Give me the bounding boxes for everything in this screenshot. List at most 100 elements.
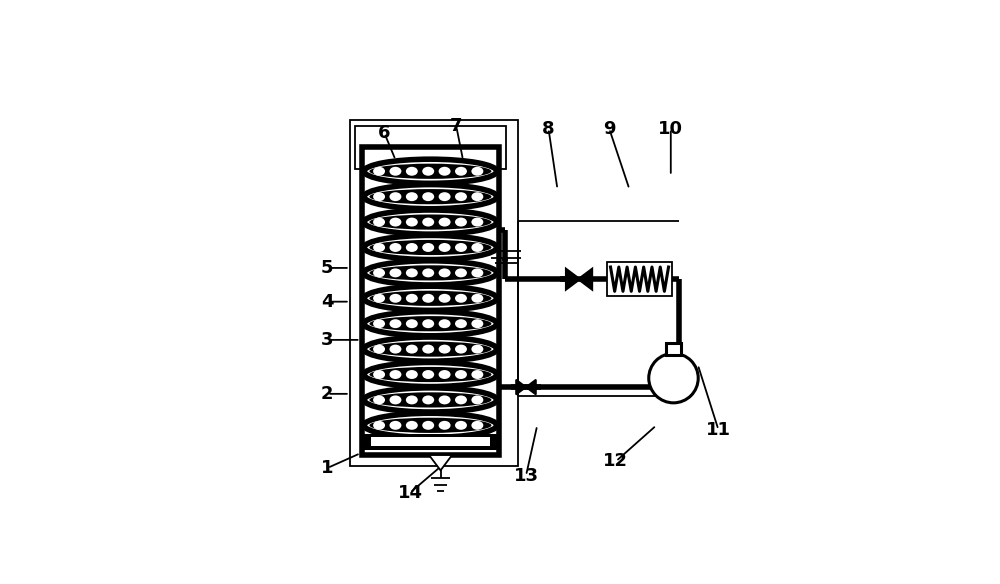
Ellipse shape: [369, 214, 491, 230]
Ellipse shape: [471, 345, 483, 353]
Text: 3: 3: [321, 331, 333, 349]
Ellipse shape: [455, 167, 467, 176]
Text: 12: 12: [603, 452, 628, 470]
Ellipse shape: [389, 319, 401, 328]
Ellipse shape: [439, 269, 451, 277]
Ellipse shape: [364, 312, 497, 336]
Ellipse shape: [389, 345, 401, 353]
Ellipse shape: [389, 243, 401, 252]
Text: 14: 14: [397, 484, 422, 502]
Text: 10: 10: [658, 120, 683, 138]
Text: 5: 5: [321, 259, 333, 277]
Ellipse shape: [422, 319, 434, 328]
Ellipse shape: [422, 294, 434, 303]
Ellipse shape: [455, 370, 467, 379]
Ellipse shape: [364, 286, 497, 310]
Ellipse shape: [422, 345, 434, 353]
Ellipse shape: [389, 269, 401, 277]
Ellipse shape: [364, 261, 497, 285]
Ellipse shape: [406, 345, 418, 353]
Ellipse shape: [406, 192, 418, 201]
Polygon shape: [526, 380, 536, 395]
Ellipse shape: [364, 235, 497, 259]
Ellipse shape: [406, 395, 418, 404]
Ellipse shape: [373, 167, 385, 176]
Ellipse shape: [471, 218, 483, 227]
Ellipse shape: [471, 421, 483, 430]
Ellipse shape: [406, 294, 418, 303]
Ellipse shape: [364, 159, 497, 183]
Ellipse shape: [369, 392, 491, 408]
Ellipse shape: [471, 294, 483, 303]
Ellipse shape: [439, 294, 451, 303]
Ellipse shape: [406, 218, 418, 227]
Ellipse shape: [389, 421, 401, 430]
Circle shape: [649, 353, 698, 403]
Ellipse shape: [369, 189, 491, 204]
Ellipse shape: [455, 269, 467, 277]
Ellipse shape: [373, 345, 385, 353]
Ellipse shape: [471, 395, 483, 404]
Text: 13: 13: [513, 467, 538, 485]
Ellipse shape: [471, 319, 483, 328]
Text: 8: 8: [542, 120, 555, 138]
Ellipse shape: [406, 243, 418, 252]
Ellipse shape: [369, 367, 491, 382]
Ellipse shape: [373, 421, 385, 430]
Polygon shape: [579, 270, 592, 288]
Ellipse shape: [364, 337, 497, 361]
Ellipse shape: [389, 370, 401, 379]
Ellipse shape: [389, 395, 401, 404]
Ellipse shape: [439, 167, 451, 176]
Ellipse shape: [406, 370, 418, 379]
Bar: [350, 120, 518, 466]
Ellipse shape: [439, 218, 451, 227]
Text: 2: 2: [321, 385, 333, 403]
Ellipse shape: [373, 319, 385, 328]
Ellipse shape: [422, 370, 434, 379]
Ellipse shape: [364, 210, 497, 234]
Ellipse shape: [373, 294, 385, 303]
Text: 1: 1: [321, 459, 333, 477]
Ellipse shape: [455, 192, 467, 201]
Polygon shape: [566, 270, 579, 288]
Text: 4: 4: [321, 293, 333, 311]
Ellipse shape: [422, 243, 434, 252]
Ellipse shape: [389, 167, 401, 176]
Ellipse shape: [406, 319, 418, 328]
Ellipse shape: [471, 167, 483, 176]
Ellipse shape: [422, 269, 434, 277]
Ellipse shape: [455, 395, 467, 404]
Ellipse shape: [364, 413, 497, 437]
Ellipse shape: [369, 418, 491, 433]
Text: 11: 11: [706, 421, 731, 439]
Ellipse shape: [439, 319, 451, 328]
Ellipse shape: [373, 370, 385, 379]
Bar: [355, 126, 506, 169]
Ellipse shape: [422, 167, 434, 176]
Ellipse shape: [369, 265, 491, 280]
Ellipse shape: [406, 421, 418, 430]
Ellipse shape: [369, 342, 491, 357]
Ellipse shape: [455, 294, 467, 303]
Ellipse shape: [471, 269, 483, 277]
Ellipse shape: [406, 269, 418, 277]
Polygon shape: [516, 380, 526, 395]
Ellipse shape: [471, 370, 483, 379]
Ellipse shape: [455, 243, 467, 252]
Ellipse shape: [422, 192, 434, 201]
Ellipse shape: [373, 218, 385, 227]
Ellipse shape: [373, 192, 385, 201]
Ellipse shape: [439, 395, 451, 404]
Ellipse shape: [422, 421, 434, 430]
Ellipse shape: [369, 164, 491, 179]
Ellipse shape: [364, 363, 497, 387]
Ellipse shape: [373, 243, 385, 252]
Ellipse shape: [369, 291, 491, 306]
Ellipse shape: [471, 243, 483, 252]
Ellipse shape: [389, 192, 401, 201]
Ellipse shape: [373, 395, 385, 404]
Ellipse shape: [439, 192, 451, 201]
Ellipse shape: [439, 243, 451, 252]
Text: 9: 9: [603, 120, 615, 138]
